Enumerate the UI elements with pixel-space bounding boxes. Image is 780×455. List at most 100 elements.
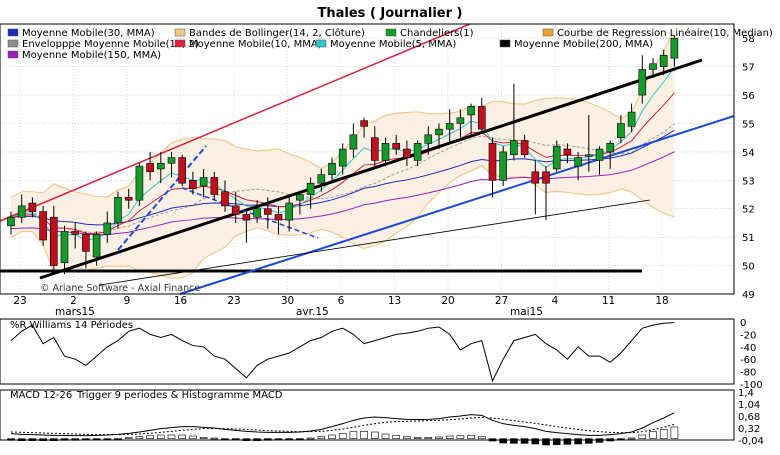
macd-hist-bar [424,437,433,439]
legend-swatch [7,39,19,48]
legend-label: Moyenne Mobile(150, MMA) [22,50,161,61]
x-tick-label: 13 [388,295,401,307]
macd-hist-bar [488,438,497,442]
legend-swatch [7,28,19,37]
macd-hist-bar [370,431,379,439]
candle-body [189,180,197,190]
candle-body [456,117,465,124]
macd-lines [10,412,675,437]
macd-hist-bar [39,438,47,441]
candle-body [306,182,315,195]
candle-body [92,234,101,258]
legend-swatch [174,39,186,48]
candle-body [28,202,37,212]
macd-hist-bar [499,438,508,444]
macd-hist-bar [274,438,283,441]
macd-hist-bar [552,438,561,445]
macd-signal-line [10,416,675,436]
macd-hist-bar [670,426,679,439]
legend-label: Chandeliers(1) [400,28,474,39]
macd-hist-bar [338,433,347,439]
candle-body [210,177,219,195]
candle-body [617,123,625,138]
candle-body [552,145,561,170]
candle-body [178,157,186,184]
price-tick-label: 53 [742,176,755,187]
candle-body [638,69,647,96]
candle-body [49,216,58,266]
legend: Moyenne Mobile(30, MMA) Bandes de Bolling… [7,27,773,61]
macd-hist-bar [584,438,593,444]
macd-hist-bar [124,437,133,439]
candle-body [445,123,454,130]
candle-body [60,231,69,264]
legend-swatch [385,28,397,37]
macd-hist-bar [659,429,668,439]
candle-body [17,205,26,218]
candle-body [413,143,422,161]
price-frame [0,23,735,295]
candle-body [574,157,582,167]
macd-hist-bar [617,438,625,440]
flag-bottom-line [181,187,319,239]
candle-body [146,162,154,173]
macd-hist-bar [606,438,615,442]
price-tick-label: 58 [742,34,755,45]
macd-line [10,412,675,437]
legend-label: Moyenne Mobile(5, MMA) [330,39,456,50]
williams-title: %R Williams 14 Périodes [10,319,133,331]
candle-body [263,208,272,215]
williams-line [10,322,675,383]
candle-body [392,143,401,150]
candle-body [167,157,176,164]
watermark: © Ariane Software - Axial Finance [40,283,200,294]
legend-label: Moyenne Mobile(200, MMA) [514,39,653,50]
macd-hist-bar [595,438,604,443]
candle-body [124,197,133,201]
williams-series [10,322,675,383]
candlesticks [7,35,679,275]
macd-legend-label: Trigger 9 periodes & Histogramme MACD [76,390,283,401]
macd-hist-bar [306,437,315,440]
macd-axis: -0,040,320,681,041,4 [738,388,764,447]
candle-body [317,174,326,184]
macd-tick-label: 0,68 [738,412,760,423]
macd-hist-bar [178,434,186,439]
williams-panel [0,318,735,385]
envelope-mid [10,123,675,233]
chart-title: Thales ( Journalier ) [318,6,463,21]
candle-body [338,148,347,167]
williams-tick-label: -60 [740,355,756,366]
macd-tick-label: 1,4 [738,388,754,399]
macd-hist-bar [531,438,540,445]
macd-hist-bar [71,438,79,441]
trend-lines [0,23,735,295]
lower-channel-line [179,115,735,295]
legend-label: Moyenne Mobile(30, MMA) [22,28,155,39]
macd-hist-bar [392,435,401,439]
candle-body [7,216,15,227]
price-tick-label: 49 [742,290,755,301]
macd-hist-bar [381,433,390,439]
macd-hist-bar [253,438,261,441]
macd-hist-bar [510,438,518,444]
price-tick-label: 50 [742,262,755,273]
williams-tick-label: -100 [740,380,763,391]
macd-tick-label: 1,04 [738,400,760,411]
macd-hist-bar [403,436,411,439]
macd-hist-bar [28,438,37,441]
price-tick-label: 51 [742,233,755,244]
candle-body [253,208,261,218]
macd-hist-bar [263,438,272,441]
x-tick-label: 23 [13,295,26,307]
x-tick-label: 20 [441,295,454,307]
macd-title: MACD 12-26 [10,390,72,401]
macd-hist-bar [135,436,144,439]
price-tick-label: 56 [742,91,755,102]
bollinger-lower [10,164,675,279]
candle-body [584,154,593,157]
candle-body [627,111,636,127]
candle-body [403,148,411,158]
candle-body [71,231,79,235]
macd-hist-bar [92,438,101,440]
